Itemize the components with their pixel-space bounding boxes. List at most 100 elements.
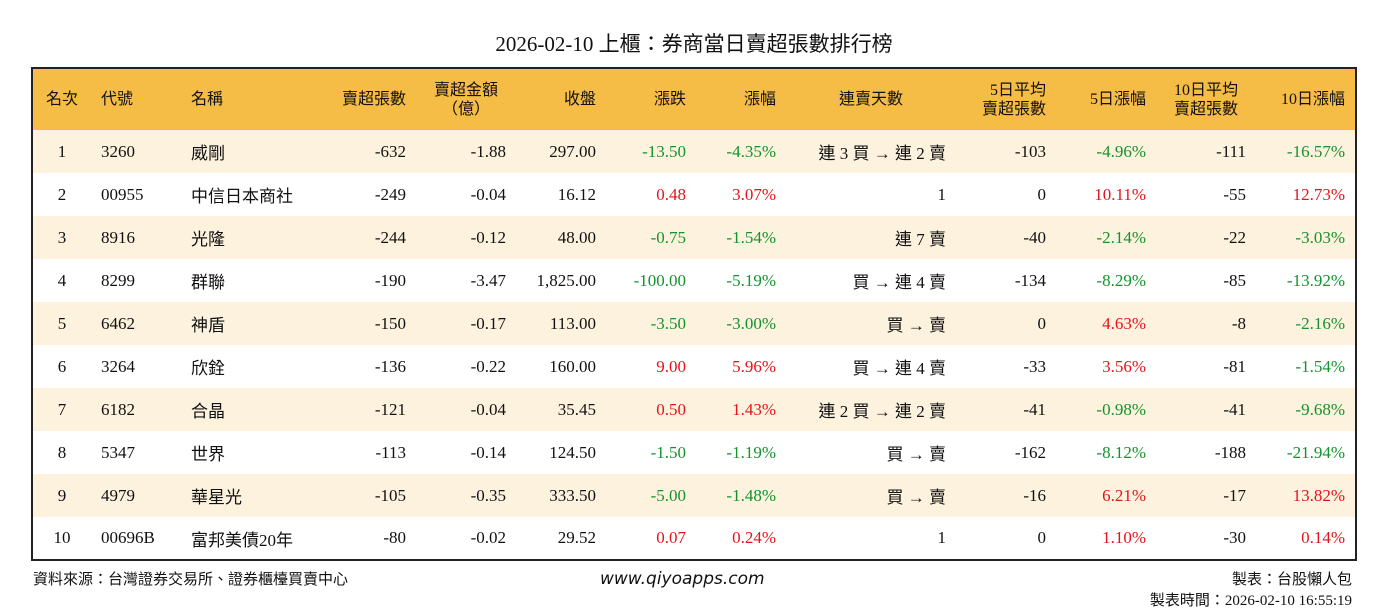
cell: 9 [32, 474, 91, 517]
cell: 10.11% [1094, 184, 1146, 204]
cell: 中信日本商社 [191, 187, 293, 206]
cell: -80 [383, 528, 406, 547]
cell: 威剛 [181, 130, 316, 173]
cell: -244 [316, 216, 416, 259]
cell: 3.07% [732, 184, 776, 204]
column-header: 5日漲幅 [1056, 68, 1156, 130]
author: 製表：台股懶人包 [1231, 572, 1352, 588]
cell: 0.48 [656, 184, 686, 204]
cell: -8.29% [1096, 270, 1146, 290]
cell: 333.50 [516, 474, 606, 517]
cell: 12.73% [1292, 184, 1345, 204]
cell: -5.00 [606, 474, 696, 517]
ranking-table: 名次 代號 名稱 賣超張數 賣超金額 （億） 收盤 漲跌 漲幅 連賣天數 5日平均 賣超張數 5日漲… [31, 67, 1357, 561]
cell: 0.14% [1301, 528, 1345, 547]
cell: -1.50 [650, 442, 686, 462]
cell: -16 [956, 474, 1056, 517]
cell: -3.03% [1256, 216, 1356, 259]
cell: 297.00 [516, 130, 606, 173]
cell: 13.82% [1256, 474, 1356, 517]
cell: -0.35 [416, 474, 516, 517]
cell: 4 [57, 270, 67, 290]
cell: 0 [1037, 528, 1047, 547]
table-row: 10 00696B 富邦美債20年 -80 -0.02 29.52 0.07 0.24% 1 0 1… [32, 517, 1356, 560]
cell: -41 [956, 388, 1056, 431]
cell: -188 [1214, 442, 1246, 462]
cell: 買 → 賣 [786, 474, 956, 517]
cell: 買 → 賣 [886, 445, 947, 464]
cell: 160.00 [549, 356, 596, 376]
cell: -0.04 [416, 388, 516, 431]
cell: -0.17 [416, 302, 516, 345]
cell: 48.00 [516, 216, 606, 259]
cell: 買 → 連 4 賣 [852, 273, 947, 292]
cell: 1.43% [696, 388, 786, 431]
cell: 欣銓 [191, 359, 225, 378]
table-row: 9 4979 華星光 -105 -0.35 333.50 -5.00 -1.48% 買 → 賣-… [32, 474, 1356, 517]
cell: -3.00% [696, 302, 786, 345]
cell: -22 [1156, 216, 1256, 259]
table-row: 2 00955 中信日本商社 -249 -0.04 16.12 0.48 3.07% 1 0 10.… [32, 173, 1356, 216]
time: 製表時間：2026-02-10 16:55:19 [1149, 593, 1352, 609]
cell: 5347 [101, 442, 135, 462]
column-header: 5日平均 賣超張數 [956, 68, 1056, 130]
cell: 買 → 賣 [786, 302, 956, 345]
column-header: 漲跌 [606, 68, 696, 130]
cell: -85 [1223, 270, 1246, 290]
cell: -0.04 [470, 184, 506, 204]
table-body: 1 3260 威剛 -632 -1.88 297.00 -13.50 -4.35% 連 3 買 … [32, 130, 1356, 560]
cell: -100.00 [633, 270, 686, 290]
column-header: 代號 [91, 68, 181, 130]
cell: -13.50 [606, 130, 696, 173]
cell: 6182 [91, 388, 181, 431]
column-header: 收盤 [516, 68, 606, 130]
cell: 5 [32, 302, 91, 345]
cell: -103 [956, 130, 1056, 173]
cell: -3.47 [470, 270, 506, 290]
cell: 1 [32, 130, 91, 173]
cell: -33 [1023, 356, 1046, 376]
cell: -2.16% [1256, 302, 1356, 345]
title: 2026-02-10 上櫃：券商當日賣超張數排行榜 [495, 32, 893, 56]
cell: -1.19% [726, 442, 776, 462]
column-header: 連賣天數 [786, 68, 956, 130]
cell: 神盾 [181, 302, 316, 345]
cell: -136 [374, 356, 406, 376]
site: www.qiyoapps.com [600, 569, 765, 589]
cell: -0.12 [416, 216, 516, 259]
cell: 0.07 [656, 528, 686, 547]
cell: -9.68% [1256, 388, 1356, 431]
column-header: 漲幅 [696, 68, 786, 130]
cell: 連 3 買 → 連 2 賣 [786, 130, 956, 173]
cell: 連 2 買 → 連 2 賣 [786, 388, 956, 431]
cell: -150 [316, 302, 416, 345]
cell: 群聯 [191, 273, 225, 292]
cell: -5.19% [726, 270, 776, 290]
cell: 0 [1037, 184, 1047, 204]
column-header: 名稱 [181, 68, 316, 130]
cell: -40 [956, 216, 1056, 259]
cell: -632 [316, 130, 416, 173]
cell: -21.94% [1286, 442, 1345, 462]
cell: 8 [57, 442, 67, 462]
cell: -105 [316, 474, 416, 517]
cell: 8299 [101, 270, 135, 290]
cell: -0.02 [470, 528, 506, 547]
cell: -30 [1223, 528, 1246, 547]
cell: 華星光 [181, 474, 316, 517]
cell: 富邦美債20年 [191, 530, 293, 550]
cell: -55 [1223, 184, 1246, 204]
cell: 6 [57, 356, 67, 376]
cell: 1 [937, 528, 947, 547]
cell: -1.54% [696, 216, 786, 259]
cell: 連 7 賣 [786, 216, 956, 259]
header-row: 名次 代號 名稱 賣超張數 賣超金額 （億） 收盤 漲跌 漲幅 連賣天數 5日平均 賣超張數 5日漲… [32, 68, 1356, 130]
cell: -134 [1014, 270, 1046, 290]
cell: 35.45 [516, 388, 606, 431]
cell: 9.00 [656, 356, 686, 376]
cell: -111 [1156, 130, 1256, 173]
cell: -4.35% [696, 130, 786, 173]
cell: 7 [32, 388, 91, 431]
